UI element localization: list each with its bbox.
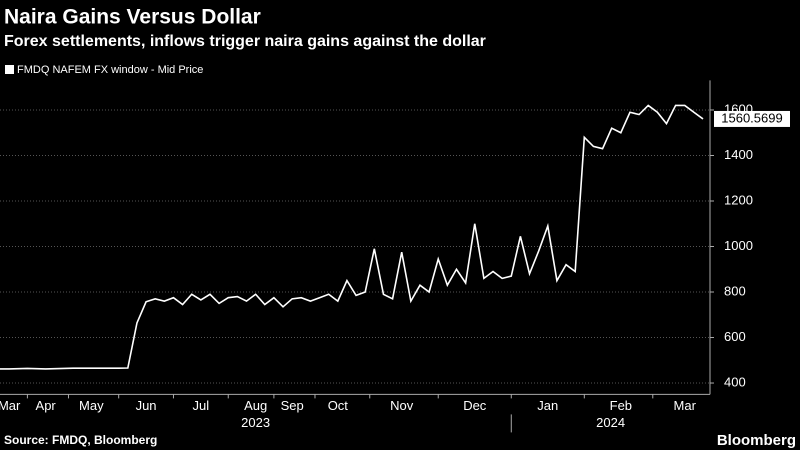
x-tick-label: Jun xyxy=(136,398,157,413)
chart-subtitle: Forex settlements, inflows trigger naira… xyxy=(4,33,486,50)
year-label: 2024 xyxy=(596,415,625,430)
x-tick-label: Mar xyxy=(0,398,21,413)
x-tick-label: Dec xyxy=(463,398,487,413)
y-tick-label: 600 xyxy=(724,329,746,344)
brand: Bloomberg xyxy=(717,432,796,449)
x-tick-label: Mar xyxy=(674,398,697,413)
x-tick-label: Sep xyxy=(281,398,304,413)
y-tick-label: 1200 xyxy=(724,192,753,207)
x-tick-label: Nov xyxy=(390,398,414,413)
x-tick-label: Aug xyxy=(244,398,267,413)
last-value-label: 1560.5699 xyxy=(721,110,782,125)
line xyxy=(0,104,704,370)
x-tick-label: Oct xyxy=(328,398,349,413)
year-label: 2023 xyxy=(241,415,270,430)
x-tick-label: May xyxy=(79,398,104,413)
y-tick-label: 800 xyxy=(724,283,746,298)
x-tick-label: Jan xyxy=(537,398,558,413)
source: Source: FMDQ, Bloomberg xyxy=(4,433,157,447)
legend-swatch xyxy=(5,65,14,74)
y-tick-label: 1000 xyxy=(724,238,753,253)
y-tick-label: 1400 xyxy=(724,147,753,162)
x-tick-label: Feb xyxy=(610,398,632,413)
last-value-box xyxy=(714,110,790,127)
x-tick-label: Apr xyxy=(36,398,57,413)
legend-label: FMDQ NAFEM FX window - Mid Price xyxy=(17,64,203,76)
y-tick-label: 400 xyxy=(724,374,746,389)
chart-title: Naira Gains Versus Dollar xyxy=(4,6,261,29)
x-tick-label: Jul xyxy=(193,398,210,413)
